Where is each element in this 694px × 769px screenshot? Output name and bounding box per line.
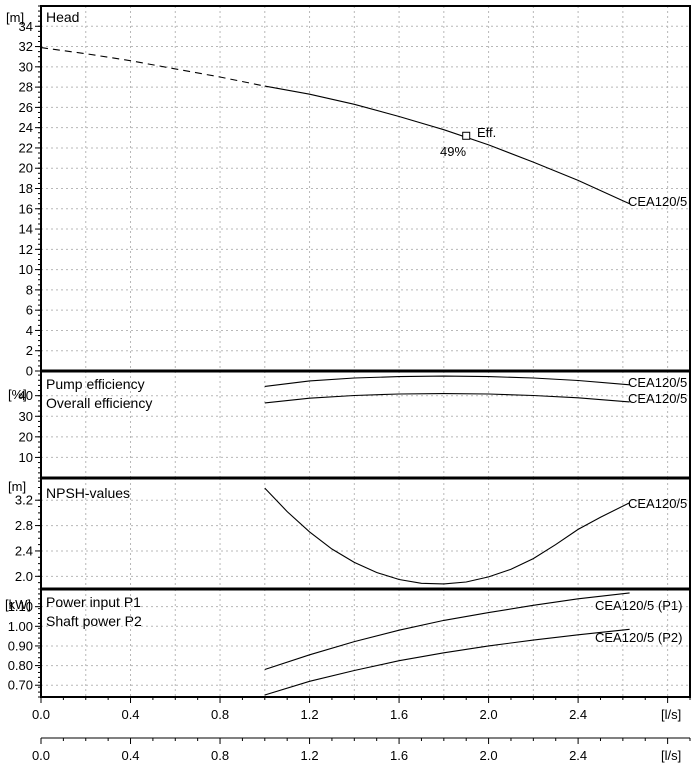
x-axis-2-tick-label: 2.0 (480, 748, 498, 763)
y-tick-label: 20 (19, 161, 33, 176)
efficiency-legend-pump: Pump efficiency (46, 376, 145, 392)
x-axis-unit-2: [l/s] (661, 748, 681, 763)
npsh-curve-cea120-5-0 (264, 487, 630, 585)
text-layer: Head Pump efficiency Overall efficiency … (5, 9, 687, 763)
x-axis-1-tick-label: 2.0 (480, 707, 498, 722)
y-tick-label: 0.70 (8, 678, 33, 693)
y-tick-label: 30 (19, 59, 33, 74)
y-tick-label: 2.0 (15, 569, 33, 584)
x-axis-1-tick-label: 1.6 (390, 707, 408, 722)
y-tick-label: 24 (19, 120, 33, 135)
head-curve-extension-1 (40, 47, 265, 87)
efficiency-curve-cea120-5-0 (264, 375, 630, 387)
power-legend-p1: Power input P1 (46, 594, 141, 610)
y-tick-label: 0.90 (8, 638, 33, 653)
y-tick-label: 34 (19, 19, 33, 34)
y-tick-label: 26 (19, 100, 33, 115)
x-axis-1-tick-label: 0.4 (121, 707, 139, 722)
x-axis-1-tick-label: 2.4 (569, 707, 587, 722)
y-tick-label: 2.4 (15, 543, 33, 558)
power-curve-cea120-5-p2--1 (264, 628, 630, 696)
overall-eff-curve-label: CEA120/5 (628, 391, 687, 406)
x-axis-1-tick-label: 0.0 (32, 707, 50, 722)
x-axis-2-tick-label: 1.6 (390, 748, 408, 763)
head-curve-label: CEA120/5 (628, 194, 687, 209)
y-tick-label: 28 (19, 80, 33, 95)
pump-eff-curve-label: CEA120/5 (628, 375, 687, 390)
y-tick-label: 0 (26, 364, 33, 379)
efficiency-unit-label: [%] (8, 387, 27, 402)
efficiency-marker (462, 131, 471, 140)
npsh-unit-label: [m] (8, 479, 26, 494)
x-axis-2-tick-label: 0.8 (211, 748, 229, 763)
y-tick-label: 18 (19, 181, 33, 196)
tick-label-layer: 0246810121416182022242628303234102030402… (8, 19, 587, 763)
p1-curve-label: CEA120/5 (P1) (595, 598, 682, 613)
y-tick-label: 10 (19, 262, 33, 277)
x-axis-1-tick-label: 0.8 (211, 707, 229, 722)
efficiency-curve-cea120-5-1 (264, 393, 630, 404)
efficiency-legend-overall: Overall efficiency (46, 395, 152, 411)
y-tick-label: 30 (19, 409, 33, 424)
x-axis-2-tick-label: 0.0 (32, 748, 50, 763)
npsh-legend: NPSH-values (46, 485, 130, 501)
y-tick-label: 2 (26, 343, 33, 358)
x-axis-unit-1: [l/s] (661, 707, 681, 722)
y-tick-label: 4 (26, 323, 33, 338)
power-legend-p2: Shaft power P2 (46, 613, 142, 629)
y-tick-label: 8 (26, 282, 33, 297)
x-axis-2-tick-label: 2.4 (569, 748, 587, 763)
y-tick-label: 1.10 (8, 599, 33, 614)
npsh-curve-label: CEA120/5 (628, 496, 687, 511)
y-tick-label: 20 (19, 429, 33, 444)
y-tick-label: 14 (19, 222, 33, 237)
power-curve-cea120-5-p1--0 (264, 592, 630, 671)
head-unit-label: [m] (6, 10, 24, 25)
y-tick-label: 12 (19, 242, 33, 257)
y-tick-label: 10 (19, 450, 33, 465)
y-tick-label: 6 (26, 303, 33, 318)
x-axis-2-tick-label: 0.4 (121, 748, 139, 763)
y-tick-label: 3.2 (15, 493, 33, 508)
eff-marker-label: Eff. (477, 125, 496, 140)
eff-marker-value: 49% (440, 144, 466, 159)
head-legend: Head (46, 9, 79, 25)
x-axis-2-tick-label: 1.2 (301, 748, 319, 763)
p2-curve-label: CEA120/5 (P2) (595, 630, 682, 645)
y-tick-label: 22 (19, 140, 33, 155)
chart-frame (40, 5, 691, 698)
y-tick-label: 2.8 (15, 518, 33, 533)
frame-layer (35, 5, 691, 744)
curve-layer (40, 47, 630, 696)
y-tick-label: 32 (19, 39, 33, 54)
power-unit-label: [kW] (5, 597, 31, 612)
y-tick-label: 16 (19, 201, 33, 216)
y-tick-label: 1.00 (8, 619, 33, 634)
x-axis-1-tick-label: 1.2 (301, 707, 319, 722)
y-tick-label: 0.80 (8, 658, 33, 673)
grid-layer (41, 6, 690, 697)
y-tick-label: 40 (19, 388, 33, 403)
